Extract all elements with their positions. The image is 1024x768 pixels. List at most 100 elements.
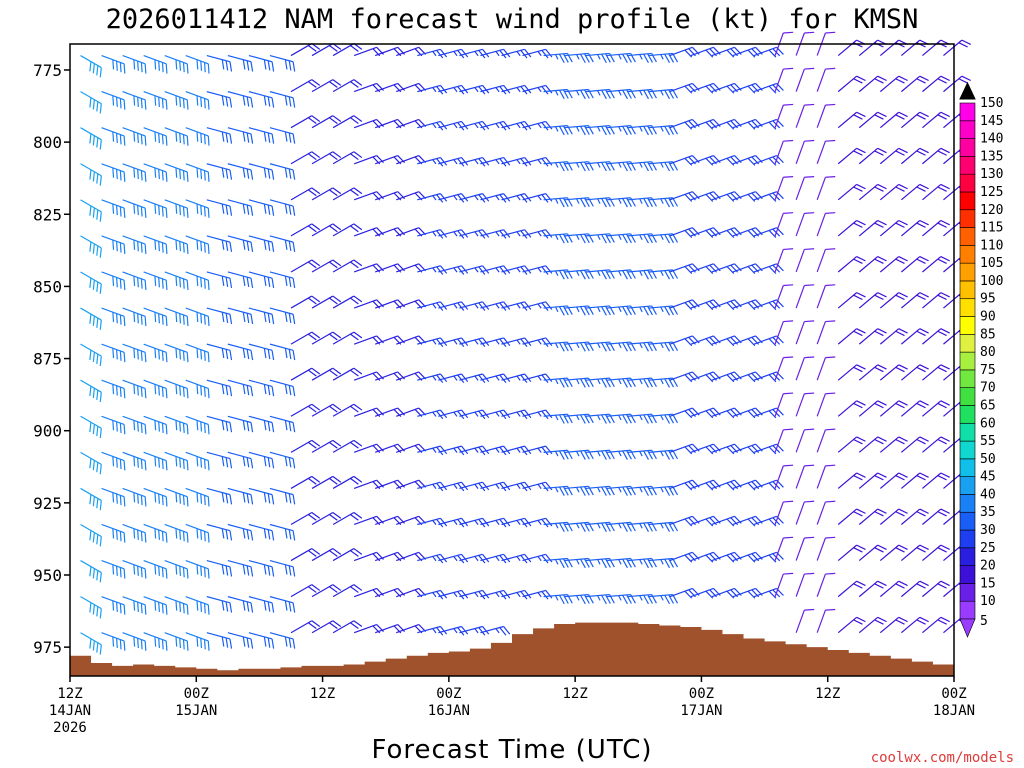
colorbar-label: 70 xyxy=(980,381,996,396)
wind-barb xyxy=(438,589,469,600)
wind-barb xyxy=(80,415,102,439)
wind-barb xyxy=(185,163,210,182)
wind-barb xyxy=(311,295,342,309)
wind-barb xyxy=(522,517,553,528)
wind-barb xyxy=(837,436,866,453)
wind-barb xyxy=(438,84,469,95)
wind-barb xyxy=(585,593,615,605)
colorbar-max-arrow xyxy=(959,81,976,100)
wind-barb xyxy=(417,265,448,275)
wind-barb xyxy=(353,263,384,273)
colorbar-swatch xyxy=(959,316,976,335)
colorbar-label: 145 xyxy=(980,114,1003,129)
wind-barb xyxy=(332,331,363,345)
wind-barb xyxy=(353,515,384,526)
wind-barb xyxy=(101,307,126,327)
wind-barb xyxy=(774,464,794,489)
wind-barb xyxy=(164,307,189,327)
wind-barb xyxy=(164,523,189,543)
credit-link[interactable]: coolwx.com/models xyxy=(871,750,1014,766)
x-axis-label: Forecast Time (UTC) xyxy=(371,735,652,765)
y-tick-label: 875 xyxy=(33,350,62,369)
wind-barb xyxy=(459,84,490,95)
y-tick-label: 925 xyxy=(33,494,62,513)
wind-barb xyxy=(143,560,168,579)
wind-barb xyxy=(438,48,469,59)
wind-barb xyxy=(522,481,553,492)
wind-barb xyxy=(311,151,342,165)
wind-barb xyxy=(438,120,469,131)
colorbar-label: 90 xyxy=(980,310,996,325)
wind-barb xyxy=(206,415,233,433)
wind-barb xyxy=(227,343,254,361)
wind-barb xyxy=(922,580,950,598)
colorbar-swatch xyxy=(959,298,976,317)
wind-barb xyxy=(332,223,363,237)
wind-barb xyxy=(816,139,836,164)
wind-barb xyxy=(290,439,321,453)
wind-barb xyxy=(480,481,511,492)
wind-barb xyxy=(627,377,657,388)
wind-barb xyxy=(353,82,384,93)
wind-barb xyxy=(648,485,679,496)
wind-barb xyxy=(80,379,102,403)
wind-barb xyxy=(795,464,815,489)
wind-barb xyxy=(816,284,836,309)
wind-barb xyxy=(290,475,321,489)
wind-barb xyxy=(185,596,210,615)
wind-barb xyxy=(122,415,147,435)
wind-barb xyxy=(774,356,794,381)
colorbar-swatch xyxy=(959,547,976,566)
wind-barb xyxy=(816,464,836,489)
wind-barb xyxy=(943,39,971,57)
wind-barb xyxy=(816,500,836,525)
colorbar-label: 105 xyxy=(980,256,1003,271)
wind-barb xyxy=(480,84,511,95)
wind-barb xyxy=(122,560,147,579)
wind-barb xyxy=(332,43,363,57)
wind-barb xyxy=(816,392,836,417)
wind-barb xyxy=(795,392,815,417)
wind-barb xyxy=(648,233,679,244)
wind-barb xyxy=(501,229,532,239)
wind-barb xyxy=(80,163,102,186)
wind-barb xyxy=(732,479,763,491)
colorbar-label: 135 xyxy=(980,149,1003,164)
wind-barb xyxy=(185,379,210,399)
wind-barb xyxy=(353,587,384,598)
wind-barb xyxy=(795,500,815,525)
wind-barb xyxy=(438,156,469,167)
wind-barb xyxy=(648,197,679,208)
wind-barb xyxy=(311,223,342,237)
wind-barb xyxy=(122,487,147,507)
wind-barb xyxy=(564,449,594,460)
wind-barb xyxy=(522,229,553,239)
colorbar-swatch xyxy=(959,280,976,300)
wind-barb xyxy=(669,515,700,527)
wind-barb xyxy=(417,301,448,311)
colorbar-swatch xyxy=(959,334,976,353)
wind-barb xyxy=(417,48,448,59)
colorbar-swatch xyxy=(959,529,976,549)
wind-barb xyxy=(795,536,815,561)
wind-barb xyxy=(185,343,210,363)
wind-barb xyxy=(669,154,700,166)
wind-barb xyxy=(795,356,815,381)
wind-barb xyxy=(837,292,866,309)
wind-barb xyxy=(837,472,866,489)
wind-barb xyxy=(480,445,511,456)
wind-barb xyxy=(606,521,636,533)
x-tick-label: 2026 xyxy=(53,720,87,736)
wind-barb xyxy=(879,328,908,345)
wind-barb xyxy=(480,301,511,311)
wind-barb xyxy=(922,508,950,525)
wind-barb xyxy=(648,413,679,424)
colorbar-swatch xyxy=(959,600,976,620)
wind-barb xyxy=(438,553,469,564)
wind-barb xyxy=(606,52,636,64)
x-tick-label: 00Z xyxy=(184,686,209,702)
wind-barb xyxy=(648,161,679,172)
wind-barb xyxy=(311,259,342,273)
wind-barb xyxy=(879,544,908,562)
wind-barb xyxy=(816,67,836,92)
